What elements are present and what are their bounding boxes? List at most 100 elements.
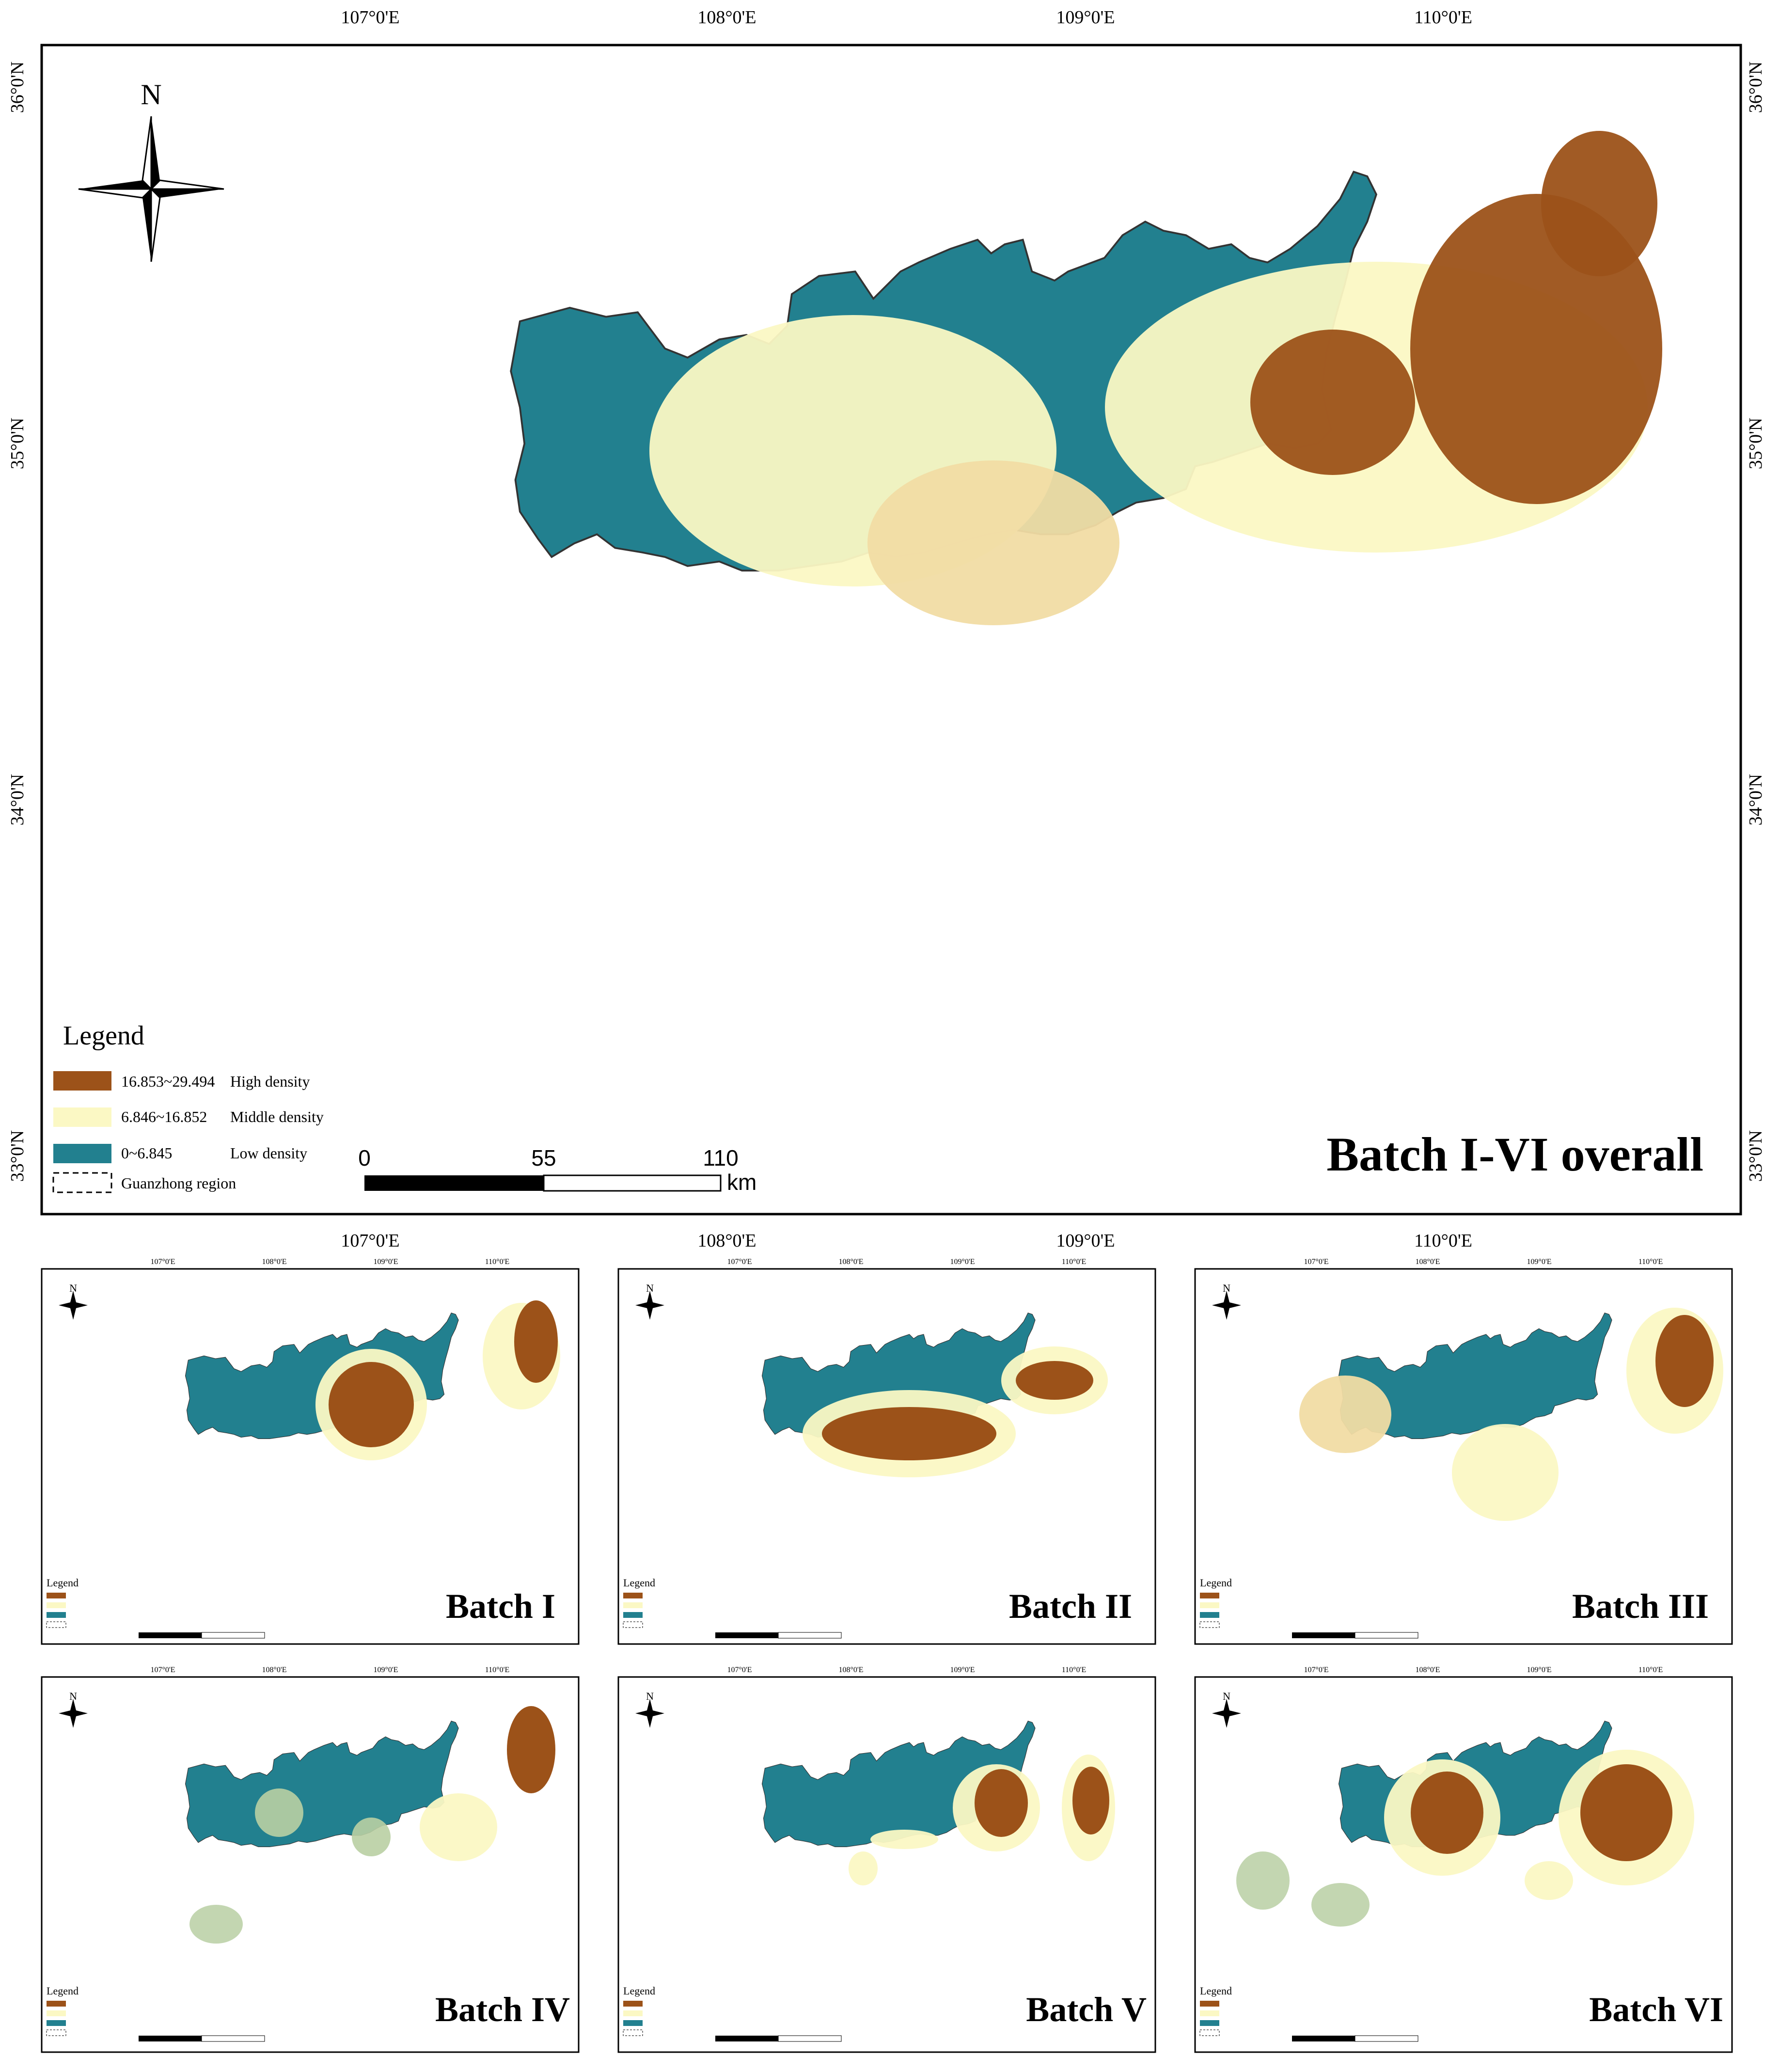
legend-swatch-middle [53,1107,111,1127]
legend-swatch-low [53,1144,111,1163]
north-label: N [141,79,161,111]
legend-range: 6.846~16.852 [121,1108,207,1125]
lon-label-top: 107°0'E [341,7,399,28]
hotspot-high [1411,1771,1483,1854]
north-arrow-icon [59,1699,88,1728]
small-lon-label: 108°0'E [838,1666,863,1674]
north-arrow: N [635,1282,664,1320]
small-map-frame [41,1676,580,2053]
small-lon-label: 107°0'E [1304,1666,1328,1674]
hotspot-high [329,1362,414,1447]
small-map-title: Batch II [1009,1587,1132,1626]
legend-title: Legend [623,1985,655,1997]
north-arrow-icon [1212,1291,1241,1320]
north-arrow: N [635,1690,664,1728]
hotspot-high [1655,1315,1714,1407]
hotspot-high [1250,330,1415,475]
hotspot-high [514,1300,558,1383]
north-arrow: N [1212,1690,1241,1728]
legend-title: Legend [1200,1985,1232,1997]
north-label: N [1223,1690,1230,1702]
legend-range: Guanzhong region [121,1174,236,1192]
small-lon-label: 110°0'E [1062,1666,1086,1674]
scale-unit: km [727,1170,756,1195]
small-map-grid: 107°0'E 108°0'E 109°0'E 110°0'E N Legend… [41,1258,1733,2053]
lon-label-bottom: 109°0'E [1056,1231,1115,1251]
legend-title: Legend [63,1021,144,1051]
hotspot-high [1541,131,1657,276]
legend-title: Legend [47,1985,79,1997]
lat-label-right: 36°0'N [1746,62,1766,113]
small-lon-label: 107°0'E [727,1258,752,1266]
lon-label-bottom: 108°0'E [697,1231,756,1251]
small-map-batch-vi: 107°0'E 108°0'E 109°0'E 110°0'E N Legend… [1194,1666,1733,2053]
scale-tick: 0 [358,1145,371,1170]
lat-label-right: 33°0'N [1746,1130,1766,1182]
hotspot-middle [189,1905,243,1944]
lat-label-left: 33°0'N [7,1130,28,1182]
hotspot-high [1072,1767,1109,1835]
small-lon-label: 107°0'E [1304,1258,1328,1266]
main-latlon-labels: 107°0'E 108°0'E 109°0'E 110°0'E 107°0'E … [7,7,1766,1251]
north-arrow: N [59,1282,88,1320]
small-lon-label: 109°0'E [1527,1666,1551,1674]
main-map-title: Batch I-VI overall [1326,1127,1703,1181]
lon-label-top: 108°0'E [697,7,756,28]
small-map-batch-v: 107°0'E 108°0'E 109°0'E 110°0'E N Legend… [617,1666,1156,2053]
legend-title: Legend [47,1577,79,1589]
hotspot-middle [1299,1376,1391,1453]
legend-swatch-boundary [52,1172,112,1193]
small-lon-label: 108°0'E [262,1666,286,1674]
legend-range: 16.853~29.494 [121,1073,215,1090]
north-arrow: N [78,79,224,262]
legend-title: Legend [1200,1577,1232,1589]
small-map-title: Batch I [446,1587,555,1626]
north-label: N [69,1690,77,1702]
hotspot-high [1580,1764,1672,1861]
north-arrow-icon [59,1291,88,1320]
legend-range: 0~6.845 [121,1144,172,1162]
legend-label: High density [230,1073,310,1090]
small-lon-label: 110°0'E [1638,1666,1663,1674]
scale-tick: 110 [703,1145,738,1170]
lon-label-top: 110°0'E [1414,7,1472,28]
hotspot-high [507,1706,555,1793]
small-lon-label: 107°0'E [150,1666,175,1674]
hotspot-middle [420,1793,497,1861]
hotspot-middle [255,1788,303,1837]
small-lon-label: 110°0'E [1062,1258,1086,1266]
small-lon-label: 110°0'E [485,1666,509,1674]
legend-label: Middle density [230,1108,324,1125]
lon-label-bottom: 110°0'E [1414,1231,1472,1251]
north-arrow-icon [635,1699,664,1728]
hotspot-middle [1452,1424,1559,1521]
north-label: N [646,1690,654,1702]
small-lon-label: 110°0'E [1638,1258,1663,1266]
small-map-batch-ii: 107°0'E 108°0'E 109°0'E 110°0'E N Legend… [617,1258,1156,1645]
small-map-frame [617,1676,1156,2053]
hotspot-middle [867,460,1119,625]
lat-label-right: 34°0'N [1746,774,1766,826]
small-lon-label: 109°0'E [373,1666,398,1674]
north-arrow: N [59,1690,88,1728]
hotspot-high [822,1407,996,1460]
lat-label-right: 35°0'N [1746,418,1766,470]
small-map-batch-iv: 107°0'E 108°0'E 109°0'E 110°0'E N Legend… [41,1666,580,2053]
north-arrow-needle-icon [151,116,160,189]
north-label: N [1223,1282,1230,1294]
small-lon-label: 107°0'E [727,1666,752,1674]
small-lon-label: 108°0'E [262,1258,286,1266]
north-arrow-icon [1212,1699,1241,1728]
small-lon-label: 108°0'E [1415,1258,1440,1266]
scale-bar: 0 55 110 km [358,1145,756,1195]
north-arrow: N [1212,1282,1241,1320]
north-label: N [69,1282,77,1294]
lon-label-bottom: 107°0'E [341,1231,399,1251]
hotspot-middle [352,1818,391,1856]
legend-label: Low density [230,1144,307,1162]
scale-tick: 55 [531,1145,556,1170]
legend-title: Legend [623,1577,655,1589]
small-lon-label: 109°0'E [950,1666,975,1674]
small-lon-label: 107°0'E [150,1258,175,1266]
